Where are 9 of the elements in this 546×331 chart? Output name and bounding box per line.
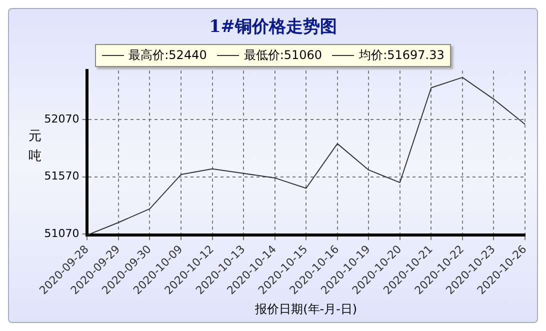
y-tick-label: 51070 xyxy=(44,226,80,240)
x-axis-title: 报价日期(年-月-日) xyxy=(254,302,358,316)
y-tick-label: 51570 xyxy=(44,170,80,183)
y-tick-label: 52070 xyxy=(44,112,80,126)
chart-title: 1#铜价格走势图 xyxy=(208,16,338,38)
text: 均价:51697.33 xyxy=(359,47,444,64)
text: 最低价:51060 xyxy=(244,47,322,64)
text: 最高价:52440 xyxy=(128,47,207,64)
y-axis-title: 元吨 xyxy=(28,128,42,166)
